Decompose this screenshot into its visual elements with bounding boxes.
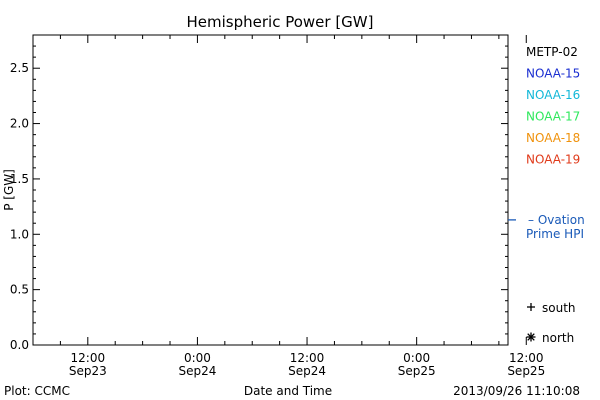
x-tick-date: Sep23 bbox=[69, 364, 107, 378]
legend: METP-02 NOAA-15 NOAA-16 NOAA-17 NOAA-18 NOAA-… bbox=[526, 45, 580, 167]
x-tick-date: Sep25 bbox=[507, 364, 545, 378]
x-tick-time: 0:00 bbox=[184, 351, 211, 365]
x-tick-time: 12:00 bbox=[71, 351, 106, 365]
y-tick-label: 1.0 bbox=[10, 227, 29, 241]
legend-entry: NOAA-15 bbox=[526, 67, 580, 81]
x-tick-time: 12:00 bbox=[509, 351, 544, 365]
ovation-label-line2: Prime HPI bbox=[526, 227, 584, 241]
chart-title: Hemispheric Power [GW] bbox=[187, 13, 374, 31]
marker-legend-label: north bbox=[542, 331, 574, 345]
x-axis-label: Date and Time bbox=[244, 384, 332, 398]
y-tick-label: 1.5 bbox=[10, 172, 29, 186]
x-tick-time: 12:00 bbox=[290, 351, 325, 365]
x-tick-date: Sep24 bbox=[288, 364, 326, 378]
legend-entry: NOAA-19 bbox=[526, 153, 580, 167]
y-tick-label: 0.0 bbox=[10, 338, 29, 352]
y-tick-label: 2.0 bbox=[10, 117, 29, 131]
y-axis: 0.0 0.5 1.0 1.5 2.0 2.5 bbox=[10, 45, 508, 352]
footer-timestamp: 2013/09/26 11:10:08 bbox=[453, 384, 580, 398]
legend-entry: NOAA-17 bbox=[526, 110, 580, 124]
y-axis-label: P [GW] bbox=[2, 169, 16, 211]
marker-legend-symbol bbox=[527, 303, 535, 311]
x-tick-date: Sep25 bbox=[398, 364, 436, 378]
marker-legend: south north bbox=[526, 301, 576, 345]
x-tick-time: 0:00 bbox=[403, 351, 430, 365]
marker-legend-symbol bbox=[526, 332, 536, 342]
x-axis: 12:00Sep230:00Sep2412:00Sep240:00Sep2512… bbox=[59, 35, 545, 378]
ovation-label-line1: – Ovation bbox=[528, 213, 585, 227]
legend-entry: NOAA-18 bbox=[526, 131, 580, 145]
legend-entry: METP-02 bbox=[526, 45, 578, 59]
footer-source: Plot: CCMC bbox=[4, 384, 70, 398]
y-tick-label: 2.5 bbox=[10, 61, 29, 75]
y-tick-label: 0.5 bbox=[10, 283, 29, 297]
x-tick-date: Sep24 bbox=[178, 364, 216, 378]
plot-frame bbox=[32, 34, 509, 346]
marker-legend-label: south bbox=[542, 301, 576, 315]
legend-entry: NOAA-16 bbox=[526, 88, 580, 102]
